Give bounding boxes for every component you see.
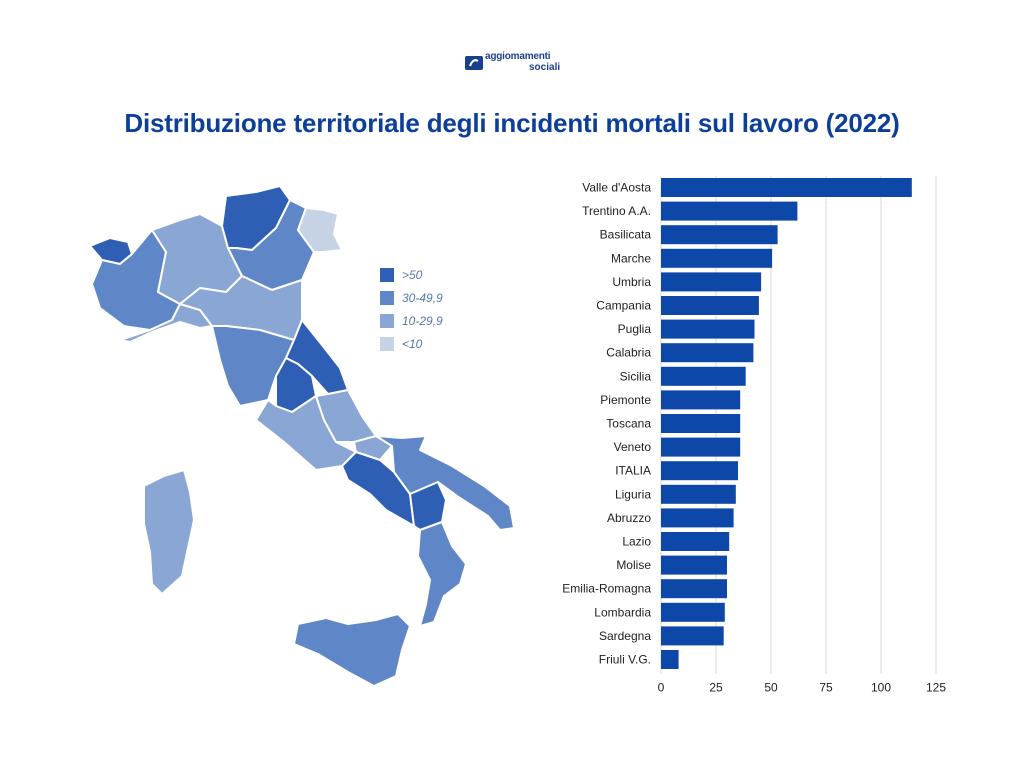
category-label: Campania (596, 299, 651, 313)
category-label: Trentino A.A. (582, 204, 651, 218)
legend-item-lt10: <10 (380, 332, 443, 355)
legend-label: >50 (402, 267, 423, 282)
legend-item-gt50: >50 (380, 263, 443, 286)
bar (661, 201, 798, 221)
category-label: Sicilia (620, 369, 652, 383)
legend-label: <10 (402, 336, 423, 351)
region-calabria (417, 521, 467, 627)
legend-swatch (380, 267, 394, 282)
category-label: Lombardia (594, 605, 651, 619)
bar (661, 178, 912, 197)
x-tick-label: 0 (658, 681, 665, 695)
category-label: Veneto (614, 440, 652, 454)
category-label: Liguria (615, 487, 651, 501)
region-sardegna (143, 469, 195, 595)
legend-label: 30-49,9 (402, 290, 443, 305)
bar (661, 343, 754, 363)
category-label: Sardegna (599, 629, 651, 643)
x-tick-label: 50 (764, 681, 778, 695)
region-friuli-vg (297, 207, 343, 253)
legend-label: 10-29,9 (402, 313, 443, 328)
category-label: Marche (611, 251, 651, 265)
bar (661, 579, 727, 599)
category-label: Puglia (618, 322, 652, 336)
bar-chart: 0 25 50 75 100 125 Valle d'Aosta Trentino A.A. B… (562, 176, 946, 695)
logo-mark-icon (465, 56, 483, 70)
chart-title: Distribuzione territoriale degli inciden… (124, 108, 900, 138)
bar (661, 366, 746, 386)
logo-line2: sociali (529, 62, 561, 73)
bar (661, 390, 741, 410)
bar (661, 602, 725, 622)
bar (661, 437, 741, 457)
bar (661, 319, 755, 339)
bar (661, 508, 734, 528)
bar (661, 225, 778, 245)
category-label: Umbria (612, 275, 651, 289)
legend-swatch (380, 313, 394, 328)
category-label: Calabria (606, 346, 651, 360)
bar (661, 532, 730, 551)
legend-item-10-29: 10-29,9 (380, 309, 443, 332)
x-tick-label: 25 (709, 681, 723, 695)
bar (661, 626, 724, 646)
region-sicilia (293, 613, 411, 687)
bar (661, 555, 727, 575)
region-liguria (119, 303, 213, 343)
bar (661, 248, 773, 268)
x-tick-label: 75 (819, 681, 833, 695)
category-label: Lazio (622, 535, 651, 549)
x-tick-label: 100 (871, 681, 891, 695)
category-label: Emilia-Romagna (562, 582, 651, 596)
category-label: Toscana (606, 417, 651, 431)
legend-swatch (380, 336, 394, 351)
category-label: Valle d'Aosta (582, 181, 651, 195)
region-lazio (255, 395, 357, 471)
bar (661, 484, 736, 504)
category-label: Abruzzo (607, 511, 651, 525)
category-label: Piemonte (600, 393, 651, 407)
x-tick-label: 125 (926, 681, 946, 695)
legend-item-30-49: 30-49,9 (380, 286, 443, 309)
category-label: Molise (616, 558, 651, 572)
bar (661, 296, 759, 315)
category-label: Friuli V.G. (599, 653, 651, 667)
region-puglia (375, 435, 515, 531)
bar (661, 272, 762, 292)
legend-swatch (380, 290, 394, 305)
bar (661, 414, 741, 433)
bar (661, 650, 679, 669)
category-label: ITALIA (615, 464, 651, 478)
logo-line1: aggiomamenti (485, 51, 551, 62)
logo-text: aggiomamenti sociali (485, 52, 560, 73)
category-label: Basilicata (600, 228, 652, 242)
italy-map (89, 185, 515, 687)
legend: >50 30-49,9 10-29,9 <10 (380, 263, 443, 355)
bar (661, 461, 738, 481)
